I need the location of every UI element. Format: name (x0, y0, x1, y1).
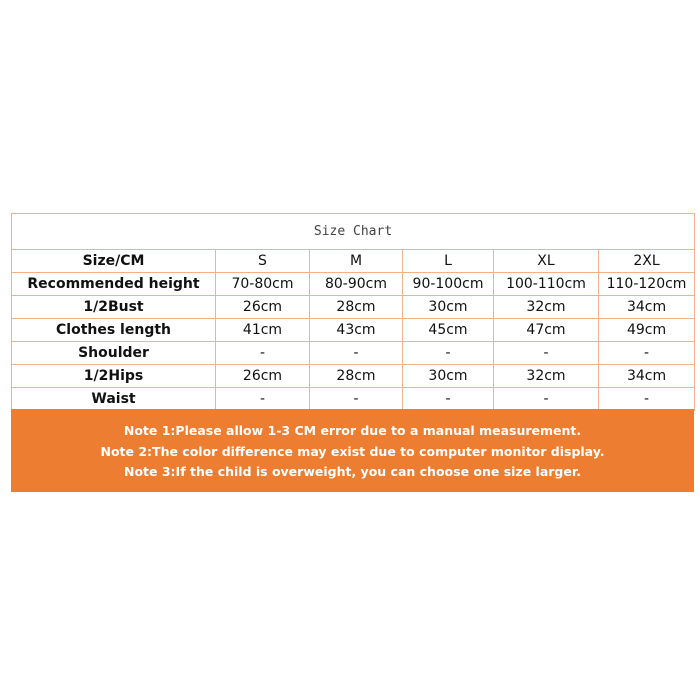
table-cell: - (597, 341, 696, 365)
table-cell: 90-100cm (402, 272, 494, 296)
note-3: Note 3:If the child is overweight, you c… (124, 464, 581, 479)
table-cell: 34cm (597, 295, 696, 319)
table-cell: 45cm (402, 318, 494, 342)
table-row: Recommended height 70-80cm 80-90cm 90-100cm… (11, 272, 696, 296)
table-cell: 30cm (402, 295, 494, 319)
table-cell: 34cm (597, 364, 696, 388)
table-cell: 110-120cm (597, 272, 696, 296)
table-cell: - (309, 387, 403, 411)
table-cell: - (597, 387, 696, 411)
table-cell: 43cm (309, 318, 403, 342)
table-row: Shoulder - - - - - (11, 341, 696, 365)
table-title: Size Chart (10, 213, 696, 250)
table-cell: 2XL (597, 249, 696, 273)
note-1: Note 1:Please allow 1-3 CM error due to … (123, 423, 582, 438)
table-row: 1/2Bust 26cm 28cm 30cm 32cm 34cm (11, 295, 696, 319)
table-row: Clothes length 41cm 43cm 45cm 47cm 49cm (11, 318, 696, 342)
table-cell: 26cm (215, 364, 310, 388)
table-cell: 80-90cm (309, 272, 403, 296)
table-cell: - (402, 341, 494, 365)
notes-panel: Note 1:Please allow 1-3 CM error due to … (11, 409, 694, 492)
row-label: Shoulder (11, 341, 216, 365)
table-cell: 28cm (309, 295, 403, 319)
table-cell: - (493, 387, 599, 411)
table-cell: 30cm (402, 364, 494, 388)
table-cell: 28cm (309, 364, 403, 388)
table-cell: 49cm (597, 318, 696, 342)
row-label: Recommended height (11, 272, 216, 296)
row-label: Size/CM (11, 249, 216, 273)
row-label: 1/2Bust (11, 295, 216, 319)
size-chart-table: Size Chart Size/CM S M L XL 2XL Recommended he… (10, 213, 696, 411)
table-cell: XL (493, 249, 599, 273)
table-cell: S (215, 249, 310, 273)
table-cell: 41cm (215, 318, 310, 342)
table-cell: 32cm (493, 295, 599, 319)
table-cell: 100-110cm (493, 272, 599, 296)
table-cell: 32cm (493, 364, 599, 388)
table-cell: - (493, 341, 599, 365)
row-label: Waist (11, 387, 216, 411)
table-cell: - (309, 341, 403, 365)
note-2: Note 2:The color difference may exist du… (100, 443, 605, 459)
table-row: Waist - - - - - (11, 387, 696, 411)
table-cell: 70-80cm (215, 272, 310, 296)
table-cell: 26cm (215, 295, 310, 319)
row-label: Clothes length (11, 318, 216, 342)
table-cell: L (402, 249, 494, 273)
table-cell: - (215, 387, 310, 411)
table-cell: 47cm (493, 318, 599, 342)
table-cell: - (215, 341, 310, 365)
row-label: 1/2Hips (11, 364, 216, 388)
table-row: Size/CM S M L XL 2XL (11, 249, 696, 273)
table-cell: M (309, 249, 403, 273)
table-row: 1/2Hips 26cm 28cm 30cm 32cm 34cm (11, 364, 696, 388)
table-cell: - (402, 387, 494, 411)
